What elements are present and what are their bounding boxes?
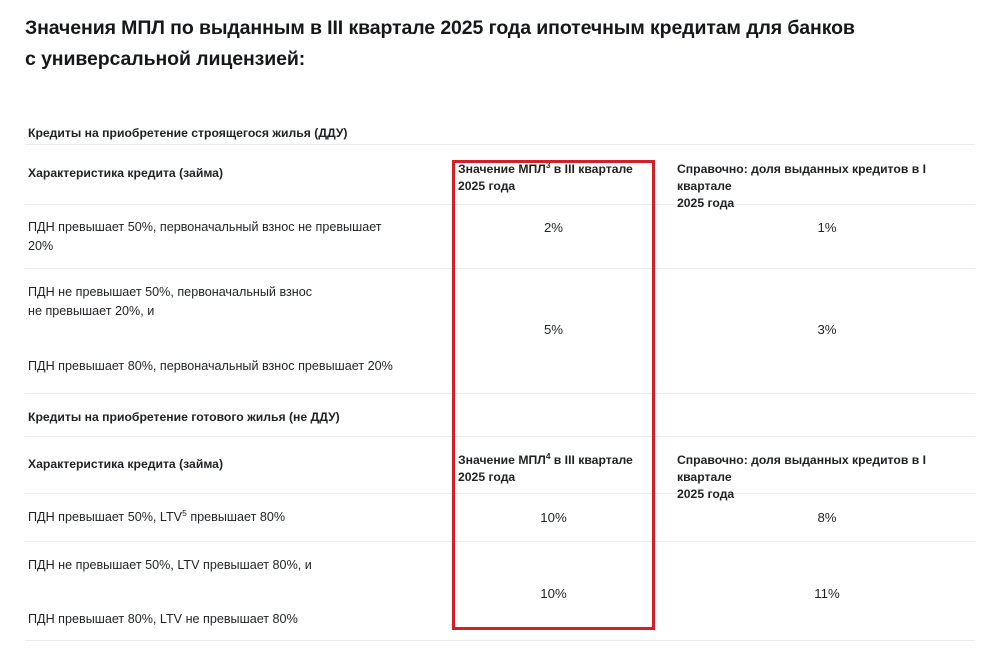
column-header-share-1-line1: Справочно: доля выданных кредитов в I кв…: [677, 162, 926, 193]
column-header-characteristic-2: Характеристика кредита (займа): [28, 457, 224, 471]
row-description-suffix: превышает 80%: [186, 510, 286, 524]
column-header-mpl-value-1-suffix: в III квартале: [550, 162, 633, 176]
column-header-mpl-value-2-line2: 2025 года: [458, 470, 516, 484]
table-column-header-row-1: Характеристика кредита (займа) Значение …: [25, 145, 975, 210]
cell-share-value: 3%: [817, 322, 837, 337]
table-column-header-row-2: Характеристика кредита (займа) Значение …: [25, 437, 975, 501]
table-row: ПДН превышает 50%, первоначальный взнос …: [25, 205, 975, 269]
footnote-marker-4: 4: [545, 450, 551, 461]
cell-mpl-value: 10%: [540, 586, 567, 601]
row-description: ПДН превышает 50%, LTV5 превышает 80%: [28, 508, 448, 527]
row-description-line-2: 20%: [28, 239, 54, 253]
table-row: ПДН не превышает 50%, первоначальный взн…: [25, 269, 975, 394]
cell-mpl-value: 5%: [543, 322, 564, 337]
cell-share-value: 11%: [814, 586, 840, 601]
column-header-mpl-value-1-line2: 2025 года: [458, 179, 516, 193]
cell-mpl-value: 2%: [543, 220, 564, 235]
row-description-secondary: ПДН превышает 80%, LTV не превышает 80%: [28, 612, 298, 626]
cell-mpl-value: 10%: [540, 510, 567, 525]
table-section-header-row: Кредиты на приобретение строящегося жиль…: [25, 118, 975, 145]
footnote-marker-3: 3: [545, 159, 551, 170]
row-description-line-1: ПДН не превышает 50%, первоначальный взн…: [28, 285, 313, 299]
row-description: ПДН не превышает 50%, LTV превышает 80%,…: [28, 558, 312, 572]
column-header-characteristic-1: Характеристика кредита (займа): [28, 166, 224, 180]
column-header-mpl-value-2-prefix: Значение МПЛ: [458, 453, 546, 467]
table-row: ПДН превышает 50%, LTV5 превышает 80% 10…: [25, 494, 975, 542]
column-header-mpl-value-2: Значение МПЛ4 в III квартале 2025 года: [458, 452, 653, 486]
footnote-marker-5: 5: [182, 507, 187, 518]
cell-share-value: 1%: [817, 220, 837, 235]
table-section-header-row: Кредиты на приобретение готового жилья (…: [25, 394, 975, 437]
column-header-mpl-value-2-suffix: в III квартале: [550, 453, 633, 467]
section-title-ddu: Кредиты на приобретение строящегося жиль…: [28, 126, 348, 140]
page-title: Значения МПЛ по выданным в III квартале …: [25, 13, 975, 75]
column-header-mpl-value-1: Значение МПЛ3 в III квартале 2025 года: [458, 161, 653, 195]
row-description: ПДН не превышает 50%, первоначальный взн…: [28, 283, 448, 321]
cell-share-value: 8%: [817, 510, 837, 525]
row-description-secondary: ПДН превышает 80%, первоначальный взнос …: [28, 359, 393, 373]
section-title-ready-housing: Кредиты на приобретение готового жилья (…: [28, 410, 340, 424]
row-description-prefix: ПДН превышает 50%, LTV: [28, 510, 183, 524]
page-title-line-1: Значения МПЛ по выданным в III квартале …: [25, 17, 855, 39]
column-header-share-1: Справочно: доля выданных кредитов в I кв…: [677, 161, 977, 212]
row-description-line-2: не превышает 20%, и: [28, 304, 155, 318]
page-title-line-2: с универсальной лицензией:: [25, 48, 306, 70]
column-header-share-2-line1: Справочно: доля выданных кредитов в I кв…: [677, 453, 926, 484]
row-description: ПДН превышает 50%, первоначальный взнос …: [28, 218, 448, 256]
column-header-share-2: Справочно: доля выданных кредитов в I кв…: [677, 452, 977, 503]
column-header-mpl-value-1-prefix: Значение МПЛ: [458, 162, 546, 176]
column-header-share-1-line2: 2025 года: [677, 196, 735, 210]
table-row: ПДН не превышает 50%, LTV превышает 80%,…: [25, 542, 975, 641]
column-header-share-2-line2: 2025 года: [677, 487, 735, 501]
row-description-line-1: ПДН превышает 50%, первоначальный взнос …: [28, 220, 382, 234]
